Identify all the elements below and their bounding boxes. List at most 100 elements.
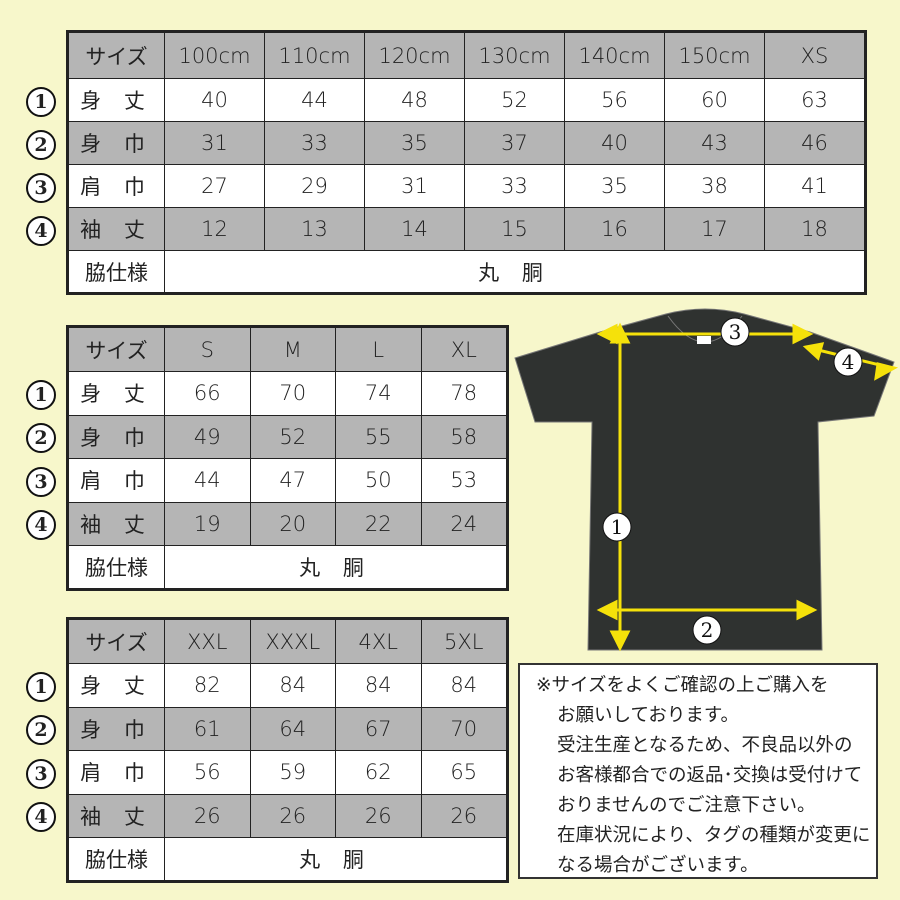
measurement-value: 84 [420, 663, 508, 708]
notice-line: 在庫状況により、タグの種類が変更に [557, 825, 871, 846]
measurement-value: 15 [464, 207, 565, 251]
side-seam-label: 脇仕様 [67, 837, 165, 882]
table-row: 身 丈 40 44 48 52 56 60 63 [67, 78, 866, 122]
size-column-header: 110cm [264, 31, 365, 79]
size-column-header: XXL [164, 618, 251, 664]
marker-2: 2 [701, 618, 714, 642]
measurement-value: 78 [420, 371, 508, 416]
measurement-value: 24 [420, 501, 508, 546]
side-seam-label: 脇仕様 [67, 250, 165, 294]
measurement-value: 49 [164, 414, 251, 459]
measurement-label: 身 丈 [67, 663, 165, 708]
tshirt-measurement-diagram: 3 4 1 2 [514, 308, 899, 652]
measurement-label: 袖 丈 [67, 207, 165, 251]
measurement-value: 60 [664, 78, 765, 122]
size-column-header: 5XL [420, 618, 508, 664]
measurement-value: 35 [364, 121, 465, 165]
measurement-value: 38 [664, 164, 765, 208]
side-seam-value: 丸 胴 [164, 250, 866, 294]
measurement-value: 16 [564, 207, 665, 251]
measurement-value: 40 [164, 78, 265, 122]
table-row: 袖 丈 19 20 22 24 [67, 501, 508, 546]
measurement-value: 52 [464, 78, 565, 122]
size-column-header: 130cm [464, 31, 565, 79]
measurement-value: 70 [249, 371, 336, 416]
measurement-value: 40 [564, 121, 665, 165]
measurement-value: 56 [164, 750, 251, 795]
size-column-header: L [335, 326, 422, 372]
row-marker-icon: 2 [26, 129, 56, 160]
size-header-label: サイズ [67, 618, 165, 664]
size-column-header: M [249, 326, 336, 372]
notice-line: お客様都合での返品･交換は受付けて [557, 765, 863, 786]
purchase-notice: ※サイズをよくご確認の上ご購入を お願いしております。 受注生産となるため、不良… [518, 663, 878, 879]
measurement-value: 27 [164, 164, 265, 208]
side-seam-value: 丸 胴 [164, 545, 508, 590]
measurement-value: 84 [335, 663, 422, 708]
marker-3: 3 [729, 320, 742, 344]
notice-line: おりませんのでご注意下さい。 [557, 795, 816, 816]
header-row: サイズ 100cm 110cm 120cm 130cm 140cm 150cm XS [67, 31, 866, 79]
measurement-value: 12 [164, 207, 265, 251]
measurement-label: 身 巾 [67, 706, 165, 751]
size-header-label: サイズ [67, 31, 165, 79]
measurement-value: 26 [249, 793, 336, 838]
tag [697, 336, 711, 344]
table-row: 肩 巾 56 59 62 65 [67, 750, 508, 795]
measurement-value: 29 [264, 164, 365, 208]
size-column-header: 120cm [364, 31, 465, 79]
row-marker-icon: 4 [26, 802, 56, 833]
side-seam-label: 脇仕様 [67, 545, 165, 590]
marker-1: 1 [611, 515, 624, 539]
measurement-label: 袖 丈 [67, 793, 165, 838]
measurement-value: 33 [264, 121, 365, 165]
size-column-header: 150cm [664, 31, 765, 79]
measurement-value: 65 [420, 750, 508, 795]
size-table: サイズ S M L XL 身 丈 66 70 74 78 身 巾 49 52 55 58 肩 巾 44 47 50 5… [66, 325, 509, 591]
measurement-label: 身 巾 [67, 414, 165, 459]
measurement-value: 43 [664, 121, 765, 165]
measurement-label: 身 丈 [67, 78, 165, 122]
size-column-header: XXXL [249, 618, 336, 664]
measurement-label: 肩 巾 [67, 164, 165, 208]
size-column-header: XL [420, 326, 508, 372]
table-row: 身 巾 61 64 67 70 [67, 706, 508, 751]
table-row: 袖 丈 12 13 14 15 16 17 18 [67, 207, 866, 251]
size-column-header: 140cm [564, 31, 665, 79]
measurement-value: 44 [164, 458, 251, 503]
table-row: 袖 丈 26 26 26 26 [67, 793, 508, 838]
measurement-value: 46 [764, 121, 866, 165]
row-marker-icon: 3 [26, 466, 56, 497]
measurement-value: 26 [164, 793, 251, 838]
measurement-value: 70 [420, 706, 508, 751]
measurement-value: 64 [249, 706, 336, 751]
size-column-header: XS [764, 31, 866, 79]
side-seam-row: 脇仕様丸 胴 [67, 837, 508, 882]
measurement-value: 26 [420, 793, 508, 838]
measurement-label: 身 巾 [67, 121, 165, 165]
size-header-label: サイズ [67, 326, 165, 372]
measurement-value: 37 [464, 121, 565, 165]
measurement-value: 35 [564, 164, 665, 208]
measurement-value: 13 [264, 207, 365, 251]
measurement-value: 58 [420, 414, 508, 459]
measurement-value: 66 [164, 371, 251, 416]
table-row: 身 巾 49 52 55 58 [67, 414, 508, 459]
row-marker-icon: 1 [26, 86, 56, 117]
notice-line: お願いしております。 [557, 705, 740, 726]
measurement-value: 74 [335, 371, 422, 416]
marker-4: 4 [842, 350, 855, 374]
tshirt-shape [514, 308, 895, 651]
table-row: 身 丈 66 70 74 78 [67, 371, 508, 416]
side-seam-row: 脇仕様丸 胴 [67, 545, 508, 590]
measurement-value: 44 [264, 78, 365, 122]
measurement-value: 52 [249, 414, 336, 459]
measurement-value: 62 [335, 750, 422, 795]
row-marker-icon: 4 [26, 510, 56, 541]
row-marker-icon: 4 [26, 215, 56, 246]
measurement-value: 47 [249, 458, 336, 503]
measurement-value: 59 [249, 750, 336, 795]
row-marker-icon: 1 [26, 671, 56, 702]
measurement-label: 肩 巾 [67, 458, 165, 503]
row-marker-icon: 3 [26, 172, 56, 203]
